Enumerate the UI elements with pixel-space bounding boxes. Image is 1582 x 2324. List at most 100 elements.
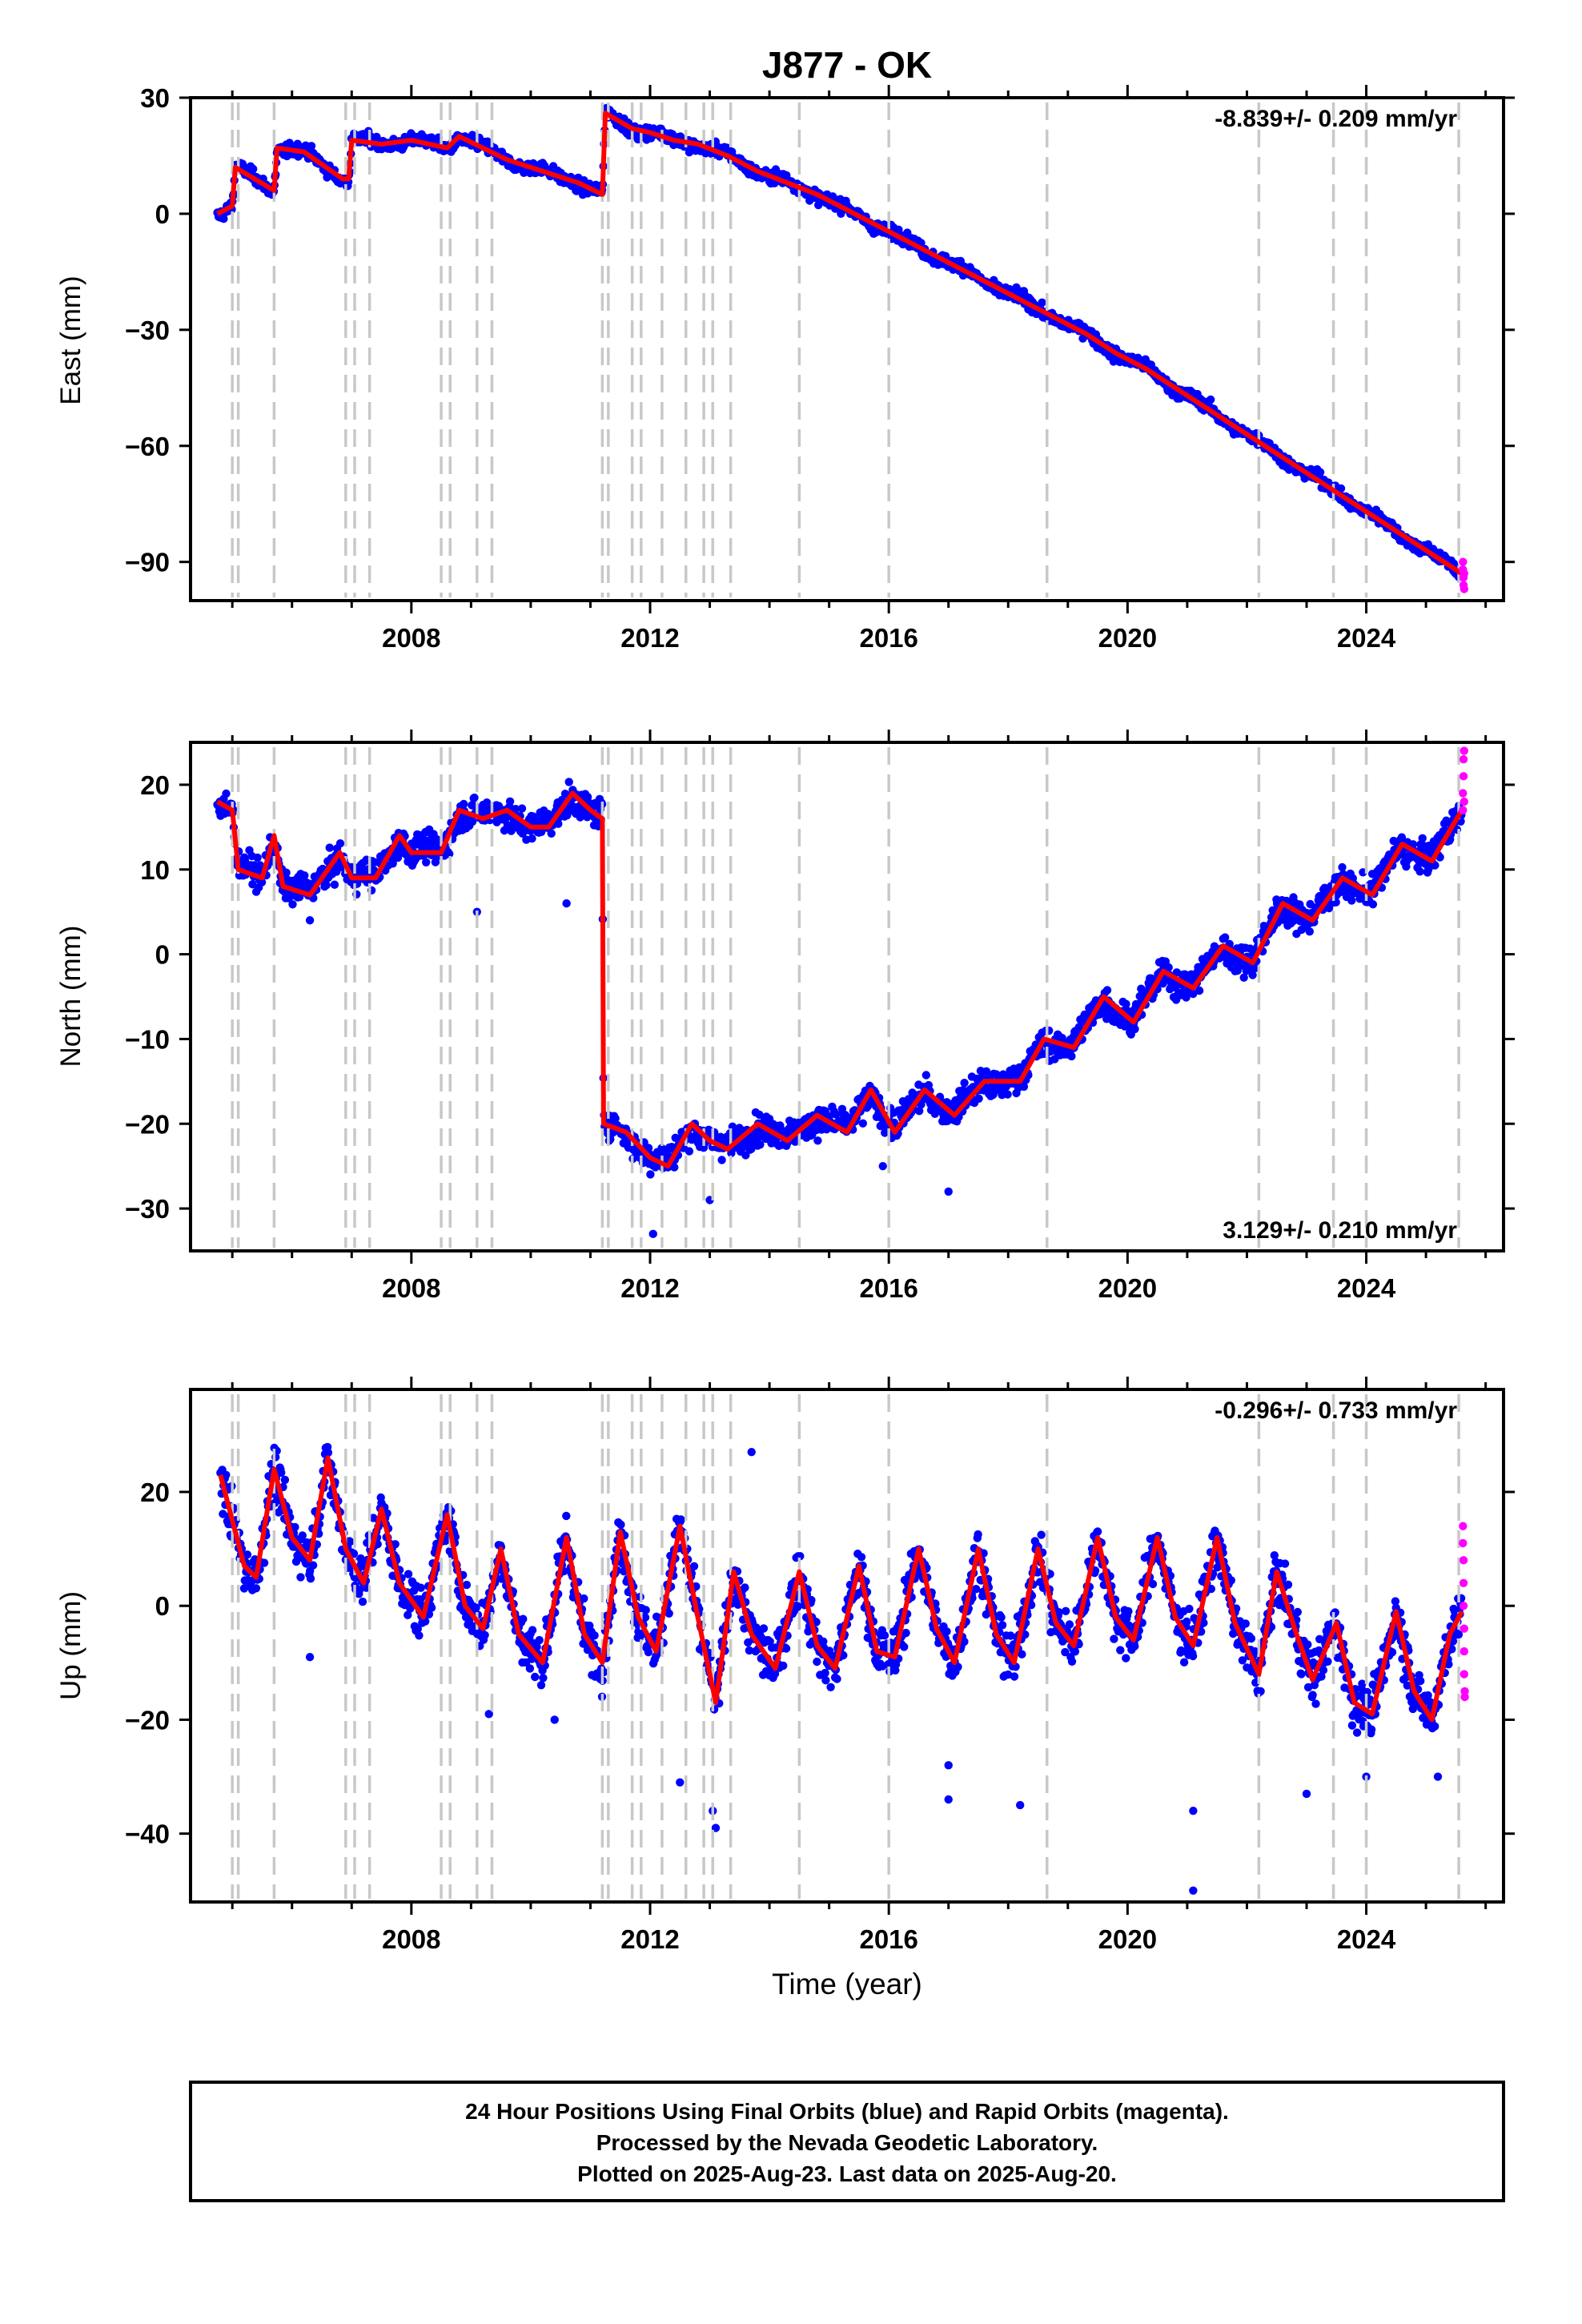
north-rapid-point-3 [1459,754,1468,764]
north-point-691 [646,1170,655,1179]
north-point-120 [288,900,297,909]
up-point-131 [298,1531,307,1540]
up-point-597 [590,1631,599,1640]
north-point-1192 [960,1079,969,1088]
up-point-498 [528,1626,537,1634]
up-point-735 [677,1515,685,1524]
east-point-1760 [1315,468,1325,476]
up-point-103 [280,1475,290,1485]
east-plot-frame [189,96,1505,602]
up-point-422 [480,1630,489,1640]
east-ylabel: East (mm) [55,275,86,404]
north-rapid-point-5 [1460,797,1469,806]
north-point-1215 [974,1094,983,1104]
up-point-300 [404,1570,413,1578]
up-point-683 [644,1647,653,1657]
east-points-layer [213,103,1466,581]
up-point-337 [427,1603,436,1612]
up-point-317 [415,1631,424,1640]
north-xtick-label-0: 2008 [382,1273,440,1303]
north-xtick-label-4: 2024 [1337,1273,1396,1303]
east-ytick-label-0: 30 [140,83,170,113]
north-point-1919 [1415,867,1424,876]
up-point-679 [641,1606,650,1614]
north-outlier-2 [878,1161,887,1171]
up-point-515 [539,1674,548,1683]
north-rapid-point-0 [1459,806,1468,814]
up-point-639 [616,1520,625,1530]
north-outlier-6 [305,916,315,925]
up-point-552 [562,1511,571,1521]
east-point-150 [307,142,316,151]
east-xtick-label-0: 2008 [382,623,440,653]
north-rapid-point-2 [1459,772,1468,781]
up-point-57 [251,1584,261,1593]
east-rate-label: -8.839+/- 0.209 mm/yr [1215,106,1457,132]
up-point-320 [416,1583,425,1592]
east-point-1316 [1038,298,1046,307]
north-point-179 [325,843,334,852]
north-point-1464 [1130,1024,1139,1034]
up-point-509 [535,1635,544,1645]
north-xtick-label-3: 2020 [1098,1273,1157,1303]
north-ytick-label-3: −10 [125,1024,170,1054]
up-point-756 [689,1562,699,1571]
north-point-1363 [1067,1051,1076,1061]
north-xtick-label-1: 2012 [620,1273,679,1303]
east-rapid-point-5 [1460,569,1469,578]
north-point-1795 [1338,862,1347,872]
north-outlier-0 [648,1229,657,1239]
north-event-lines [231,747,1460,1248]
north-point-502 [528,834,536,843]
north-frame [189,741,1505,1252]
north-point-467 [505,797,515,806]
east-ytick-label-2: −30 [125,316,170,345]
east-rapid-point-0 [1459,557,1468,566]
north-point-753 [685,1147,694,1156]
up-point-580 [580,1594,588,1603]
east-point-1585 [1207,395,1215,404]
north-point-1743 [1305,927,1315,936]
east-ytick-label-1: 0 [155,199,170,229]
chart-title: J877 - OK [762,44,932,86]
north-point-333 [422,858,431,867]
north-point-486 [517,804,527,813]
up-point-512 [536,1681,546,1690]
north-point-14 [222,789,231,798]
north-ytick-label-4: −20 [125,1109,170,1139]
east-model-line [216,111,1464,576]
east-model-path [216,111,1464,576]
north-ytick-label-1: 10 [140,855,170,885]
up-point-502 [531,1672,540,1682]
north-points-layer [213,778,1466,1239]
north-outlier-3 [944,1187,953,1196]
north-xtick-label-2: 2016 [859,1273,917,1303]
east-point-57 [249,164,258,174]
up-point-144 [306,1574,315,1583]
north-point-533 [547,829,556,838]
east-xtick-label-3: 2020 [1098,623,1157,653]
up-point-227 [358,1597,367,1606]
east-frame [189,96,1505,602]
east-ytick-label-4: −90 [125,548,170,577]
up-point-483 [519,1614,528,1623]
north-rapid-point-1 [1459,789,1468,798]
north-ytick-label-2: 0 [155,940,170,970]
east-xtick-label-2: 2016 [859,623,917,653]
east-xtick-label-4: 2024 [1337,623,1396,653]
east-point-10 [219,215,228,223]
east-rapid-points [1459,557,1469,593]
north-plot-frame [189,741,1505,1252]
north-point-958 [813,1136,822,1145]
north-ylabel: North (mm) [55,926,86,1068]
north-ytick-label-0: 20 [140,770,170,800]
up-points-layer [216,1442,1466,1895]
east-point-254 [372,132,381,142]
north-point-410 [470,793,479,802]
north-point-1131 [921,1071,931,1080]
north-point-1420 [1102,986,1112,995]
